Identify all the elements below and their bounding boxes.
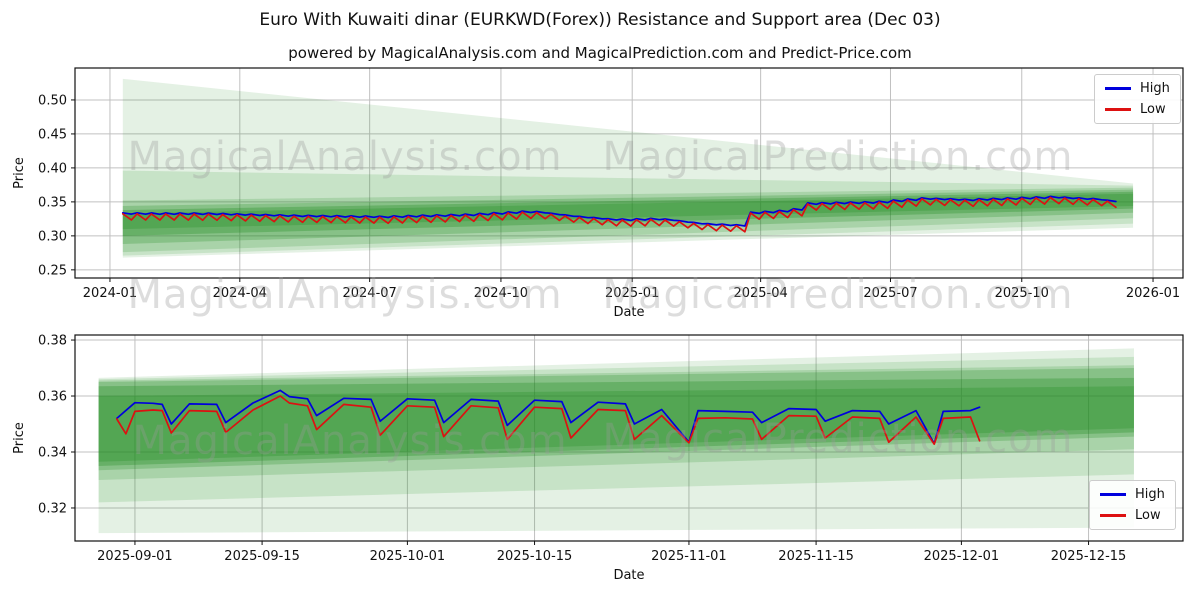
x-tick-label: 2025-09-15 xyxy=(224,549,300,564)
y-tick-label: 0.35 xyxy=(38,195,67,210)
y-axis-label: Price xyxy=(12,422,27,454)
high-line-swatch xyxy=(1105,87,1131,90)
x-tick-label: 2025-10-15 xyxy=(497,549,573,564)
high-series-line xyxy=(121,195,1117,227)
x-tick-label: 2024-01 xyxy=(83,286,137,301)
x-tick-label: 2025-10 xyxy=(995,286,1049,301)
x-tick-label: 2025-04 xyxy=(733,286,787,301)
x-tick-label: 2025-12-01 xyxy=(924,549,1000,564)
y-tick-label: 0.50 xyxy=(38,93,67,108)
legend-item-high: High xyxy=(1105,81,1170,96)
y-tick-label: 0.25 xyxy=(38,263,67,278)
chart-subtitle: powered by MagicalAnalysis.com and Magic… xyxy=(288,44,912,62)
low-series-line xyxy=(115,395,981,446)
legend-recent-chart: High Low xyxy=(1089,480,1176,530)
legend-item-low: Low xyxy=(1100,508,1165,523)
x-tick-label: 2025-07 xyxy=(863,286,917,301)
x-tick-label: 2025-01 xyxy=(605,286,659,301)
legend-label-low: Low xyxy=(1140,102,1166,117)
x-tick-label: 2024-07 xyxy=(342,286,396,301)
plot-frame xyxy=(74,67,1184,279)
x-tick-label: 2025-09-01 xyxy=(97,549,173,564)
support-resistance-band xyxy=(122,78,1134,258)
y-tick-label: 0.36 xyxy=(38,390,67,405)
support-resistance-band xyxy=(122,170,1134,256)
x-axis-label: Date xyxy=(613,305,644,320)
low-line-swatch xyxy=(1100,514,1126,517)
plot-frame xyxy=(74,334,1184,542)
x-tick-label: 2025-11-01 xyxy=(651,549,727,564)
legend-label-high: High xyxy=(1135,487,1165,502)
support-resistance-band xyxy=(98,377,1134,466)
legend-overview-chart: High Low xyxy=(1094,74,1181,124)
y-tick-label: 0.38 xyxy=(38,334,67,349)
x-tick-label: 2025-12-15 xyxy=(1051,549,1127,564)
legend-item-high: High xyxy=(1100,487,1165,502)
legend-item-low: Low xyxy=(1105,102,1170,117)
support-resistance-band xyxy=(98,356,1134,503)
x-tick-label: 2025-10-01 xyxy=(370,549,446,564)
high-line-swatch xyxy=(1100,493,1126,496)
x-axis-label: Date xyxy=(613,568,644,583)
x-tick-label: 2025-11-15 xyxy=(778,549,854,564)
x-tick-label: 2026-01 xyxy=(1126,286,1180,301)
legend-label-low: Low xyxy=(1135,508,1161,523)
y-tick-label: 0.30 xyxy=(38,229,67,244)
support-resistance-band xyxy=(98,365,1134,480)
low-series-line xyxy=(121,196,1117,233)
support-resistance-band xyxy=(98,348,1134,534)
low-line-swatch xyxy=(1105,108,1131,111)
y-tick-label: 0.40 xyxy=(38,161,67,176)
y-tick-label: 0.34 xyxy=(38,445,67,460)
high-series-line xyxy=(115,389,981,445)
y-tick-label: 0.45 xyxy=(38,127,67,142)
x-tick-label: 2024-04 xyxy=(213,286,267,301)
y-tick-label: 0.32 xyxy=(38,501,67,516)
chart-title: Euro With Kuwaiti dinar (EURKWD(Forex)) … xyxy=(259,10,941,30)
y-axis-label: Price xyxy=(12,157,27,189)
support-resistance-band xyxy=(98,368,1134,471)
x-tick-label: 2024-10 xyxy=(474,286,528,301)
legend-label-high: High xyxy=(1140,81,1170,96)
